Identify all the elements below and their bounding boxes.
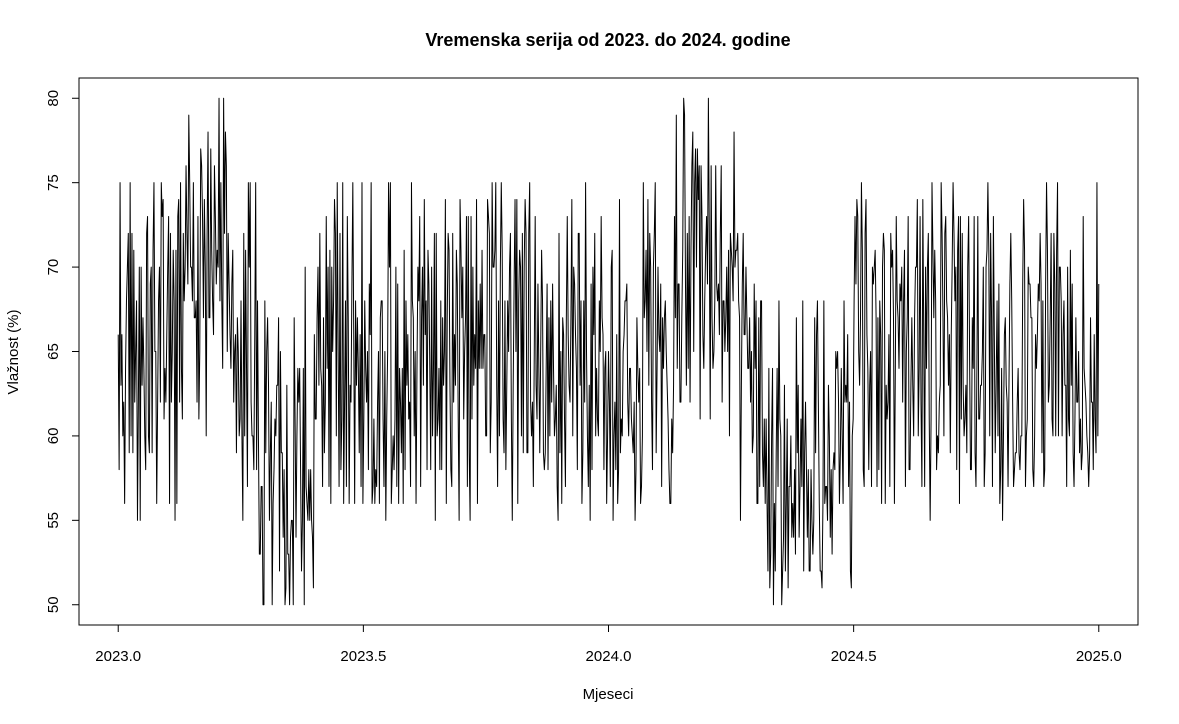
y-tick-label: 80 (45, 90, 62, 107)
x-axis: 2023.0 2023.5 2024.0 2024.5 2025.0 (95, 624, 1122, 665)
y-tick-label: 60 (45, 428, 62, 445)
x-tick-label: 2023.5 (340, 648, 386, 665)
x-tick-label: 2023.0 (95, 648, 141, 665)
x-tick-label: 2024.0 (586, 648, 632, 665)
y-tick-label: 50 (45, 596, 62, 613)
x-axis-label: Mjeseci (583, 686, 634, 703)
y-tick-label: 65 (45, 343, 62, 360)
x-tick-label: 2025.0 (1076, 648, 1122, 665)
y-axis: 50 55 60 65 70 75 80 (45, 90, 80, 613)
y-tick-label: 75 (45, 174, 62, 191)
chart-title: Vremenska serija od 2023. do 2024. godin… (425, 30, 790, 50)
series-line (117, 97, 1100, 606)
y-tick-label: 70 (45, 259, 62, 276)
y-tick-label: 55 (45, 512, 62, 529)
y-axis-label: Vlažnost (%) (5, 309, 22, 394)
x-tick-label: 2024.5 (831, 648, 877, 665)
